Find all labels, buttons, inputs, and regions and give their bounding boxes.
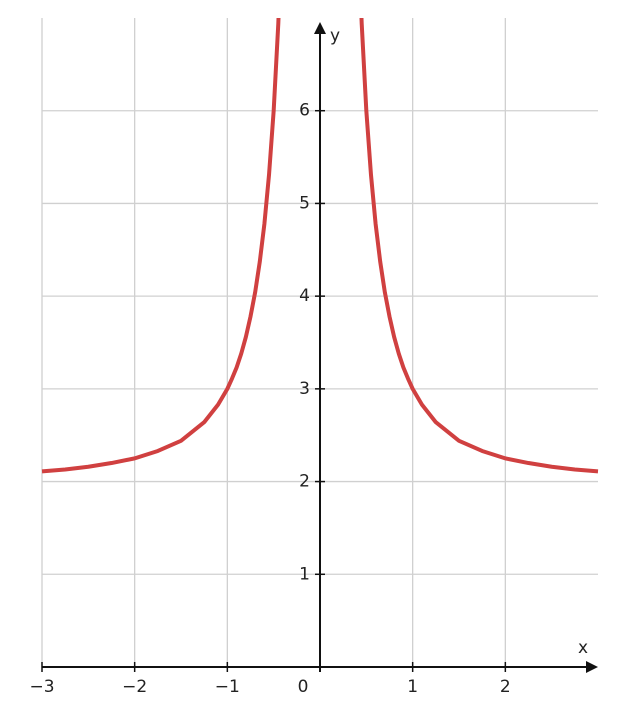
curve-layer	[41, 18, 599, 474]
x-arrow	[586, 661, 598, 673]
y-tick-label: 2	[299, 472, 310, 492]
y-tick-label: 5	[299, 193, 310, 213]
curve-line	[41, 18, 599, 474]
y-tick-label: 3	[299, 379, 310, 399]
x-tick-label: −1	[215, 677, 240, 697]
x-tick-label: 1	[407, 677, 418, 697]
y-tick-label: 1	[299, 564, 310, 584]
x-tick-label: 2	[500, 677, 511, 697]
x-axis-label: x	[578, 638, 588, 658]
x-tick-label: 0	[298, 677, 309, 697]
y-tick-label: 4	[299, 286, 310, 306]
x-tick-label: −2	[122, 677, 147, 697]
y-arrow	[314, 22, 326, 34]
y-tick-label: 6	[299, 101, 310, 121]
y-axis-label: y	[330, 26, 340, 46]
ticks: −3 −2 −1 0 1 2 1 2 3 4 5 6	[29, 101, 510, 697]
x-tick-label: −3	[29, 677, 54, 697]
